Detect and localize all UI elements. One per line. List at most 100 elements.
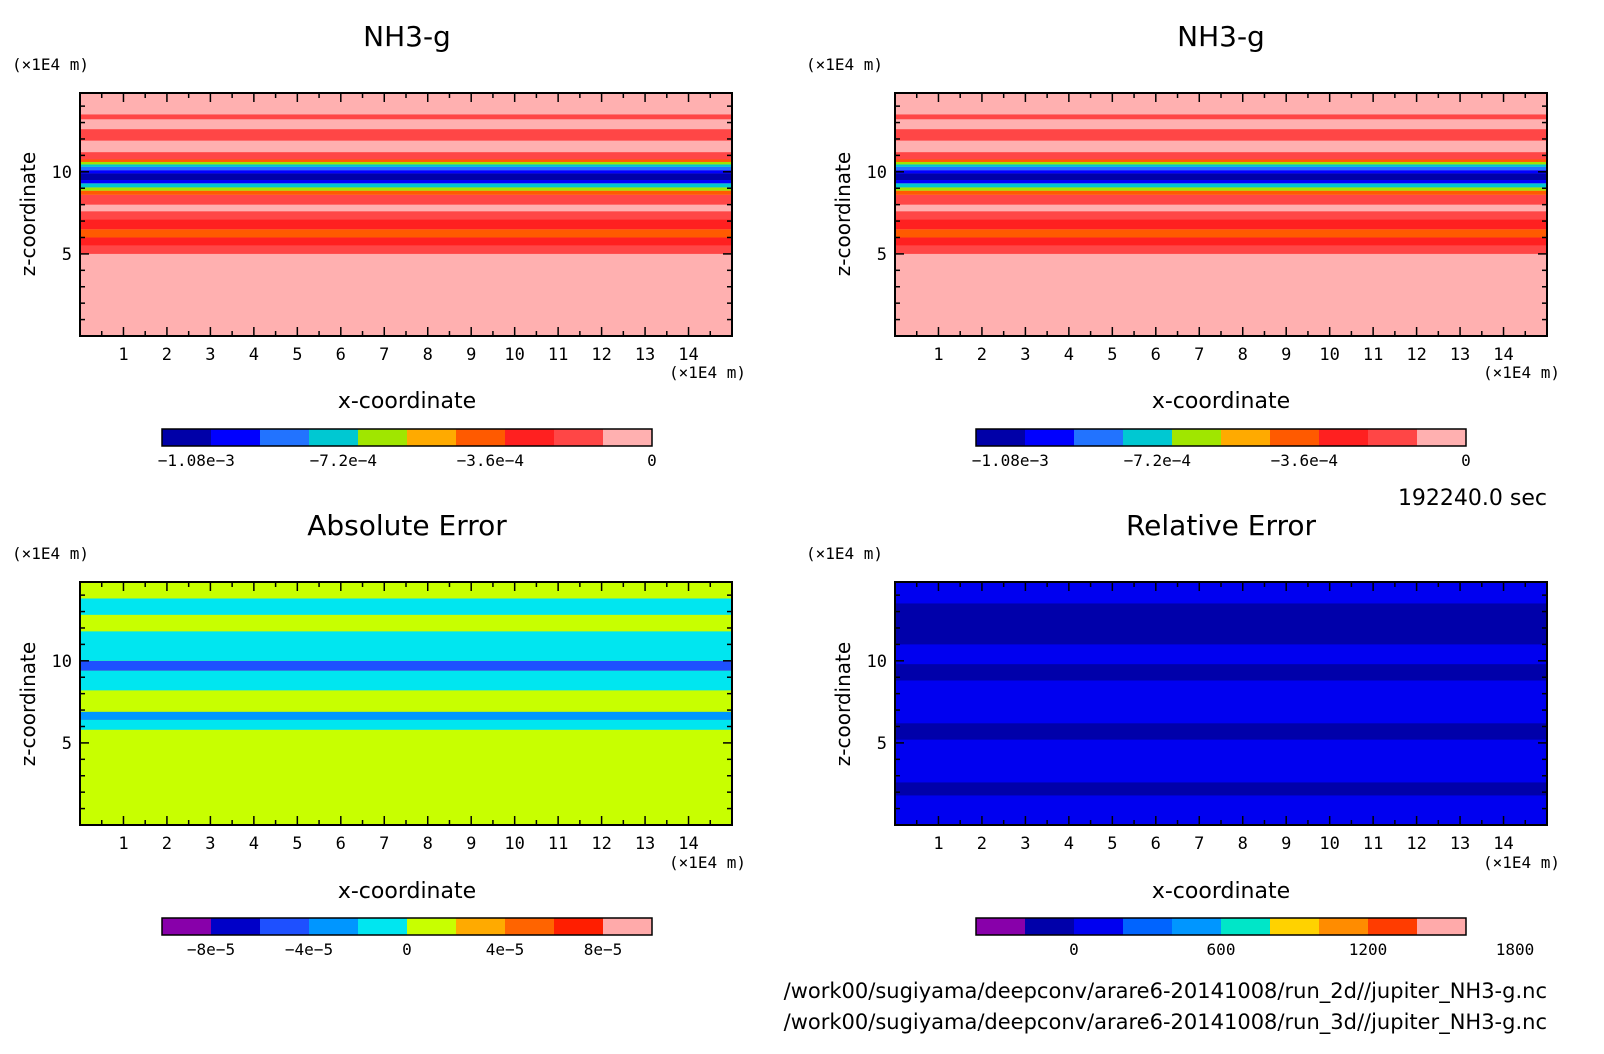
colorbar-label: −1.08e−3 [972,451,1049,470]
x-tick-label: 12 [591,345,611,365]
x-tick-label: 8 [423,834,433,854]
colorbar-label: 0 [1461,451,1471,470]
x-tick-label: 14 [1493,834,1513,854]
colorbar-swatch [1123,429,1173,446]
contour-band [895,166,1547,171]
x-tick-label: 10 [504,834,524,854]
colorbar: −1.08e−3 −7.2e−4 −3.6e−4 0 [158,428,657,470]
x-tick-label: 7 [379,345,389,365]
contour-band [895,173,1547,181]
file-path-3d: /work00/sugiyama/deepconv/arare6-2014100… [784,1010,1547,1035]
colorbar-swatch [554,918,604,935]
x-tick-label: 11 [548,834,568,854]
colorbar: 0 600 1200 1800 [975,917,1534,959]
contour-band [80,93,732,115]
file-path-2d: /work00/sugiyama/deepconv/arare6-2014100… [784,979,1547,1004]
contour-band [80,690,732,712]
contour-band [80,161,732,165]
x-tick-label: 4 [1064,834,1074,854]
x-unit-label: (×1E4 m) [1483,853,1560,872]
y-axis-label: z-coordinate [16,642,40,766]
x-tick-label: 9 [466,345,476,365]
colorbar-label: 0 [647,451,657,470]
colorbar-swatch [407,429,457,446]
y-axis-label: z-coordinate [831,152,855,276]
y-tick-label: 10 [52,652,72,672]
colorbar-swatch [260,918,310,935]
x-unit-label: (×1E4 m) [1483,363,1560,382]
contour-band [80,140,732,153]
colorbar: −8e−5 −4e−5 0 4e−5 8e−5 [161,917,653,959]
colorbar-swatch [211,429,261,446]
contour-band [895,180,1547,184]
contour-band [80,194,732,205]
x-tick-label: 8 [1238,834,1248,854]
x-tick-label: 3 [205,834,215,854]
x-tick-label: 11 [1363,345,1383,365]
y-unit-label: (×1E4 m) [806,55,883,74]
contour-band [895,245,1547,254]
contour-band [80,152,732,160]
colorbar-label: −3.6e−4 [457,451,524,470]
colorbar-swatch [1270,429,1320,446]
x-tick-label: 6 [336,834,346,854]
colorbar-swatch [1368,918,1418,935]
x-tick-label: 7 [379,834,389,854]
contour-band [80,164,732,167]
contour-band [895,723,1547,740]
x-tick-label: 9 [1281,345,1291,365]
colorbar: −1.08e−3 −7.2e−4 −3.6e−4 0 [972,428,1471,470]
colorbar-label: −1.08e−3 [158,451,235,470]
x-tick-label: 5 [292,834,302,854]
contour-band [895,603,1547,645]
contour-band [80,173,732,181]
colorbar-swatch [358,429,408,446]
x-axis-label: x-coordinate [338,879,476,904]
x-unit-label: (×1E4 m) [669,363,746,382]
colorbar-swatch [1172,429,1222,446]
contour-band [895,114,1547,120]
x-tick-label: 12 [1406,345,1426,365]
contour-band [80,229,732,238]
colorbar-swatch [1319,918,1369,935]
contour-band [80,598,732,615]
x-tick-label: 2 [162,834,172,854]
x-tick-label: 8 [1238,345,1248,365]
contour-band [80,166,732,171]
colorbar-swatch [1417,918,1467,935]
contour-band [895,211,1547,220]
x-axis-label: x-coordinate [338,389,476,414]
colorbar-swatch [1025,429,1075,446]
contour-band [80,204,732,212]
contour-band [80,211,732,220]
x-tick-label: 2 [162,345,172,365]
contour-band [895,664,1547,681]
chart-title: Relative Error [1126,509,1317,542]
contour-band [895,129,1547,141]
contour-band [895,152,1547,160]
contour-band [895,93,1547,115]
contour-band [895,644,1547,665]
x-tick-label: 13 [635,345,655,365]
contour-band [895,140,1547,153]
panel-nh3-2d: NH3-g (×1E4 m) z-coordinate 1 2 3 4 5 6 7 8 9 10 1… [12,20,746,470]
x-tick-label: 6 [1151,345,1161,365]
x-tick-label: 5 [1107,345,1117,365]
colorbar-swatch [162,918,212,935]
contour-band [80,631,732,661]
contour-band [80,582,732,599]
colorbar-swatch [1221,918,1271,935]
colorbar-swatch [358,918,408,935]
contour-band [895,187,1547,191]
x-tick-label: 9 [1281,834,1291,854]
colorbar-label: −8e−5 [187,940,235,959]
contour-band [80,170,732,174]
colorbar-swatch [162,429,212,446]
y-tick-label: 5 [62,245,72,265]
x-tick-label: 7 [1194,834,1204,854]
